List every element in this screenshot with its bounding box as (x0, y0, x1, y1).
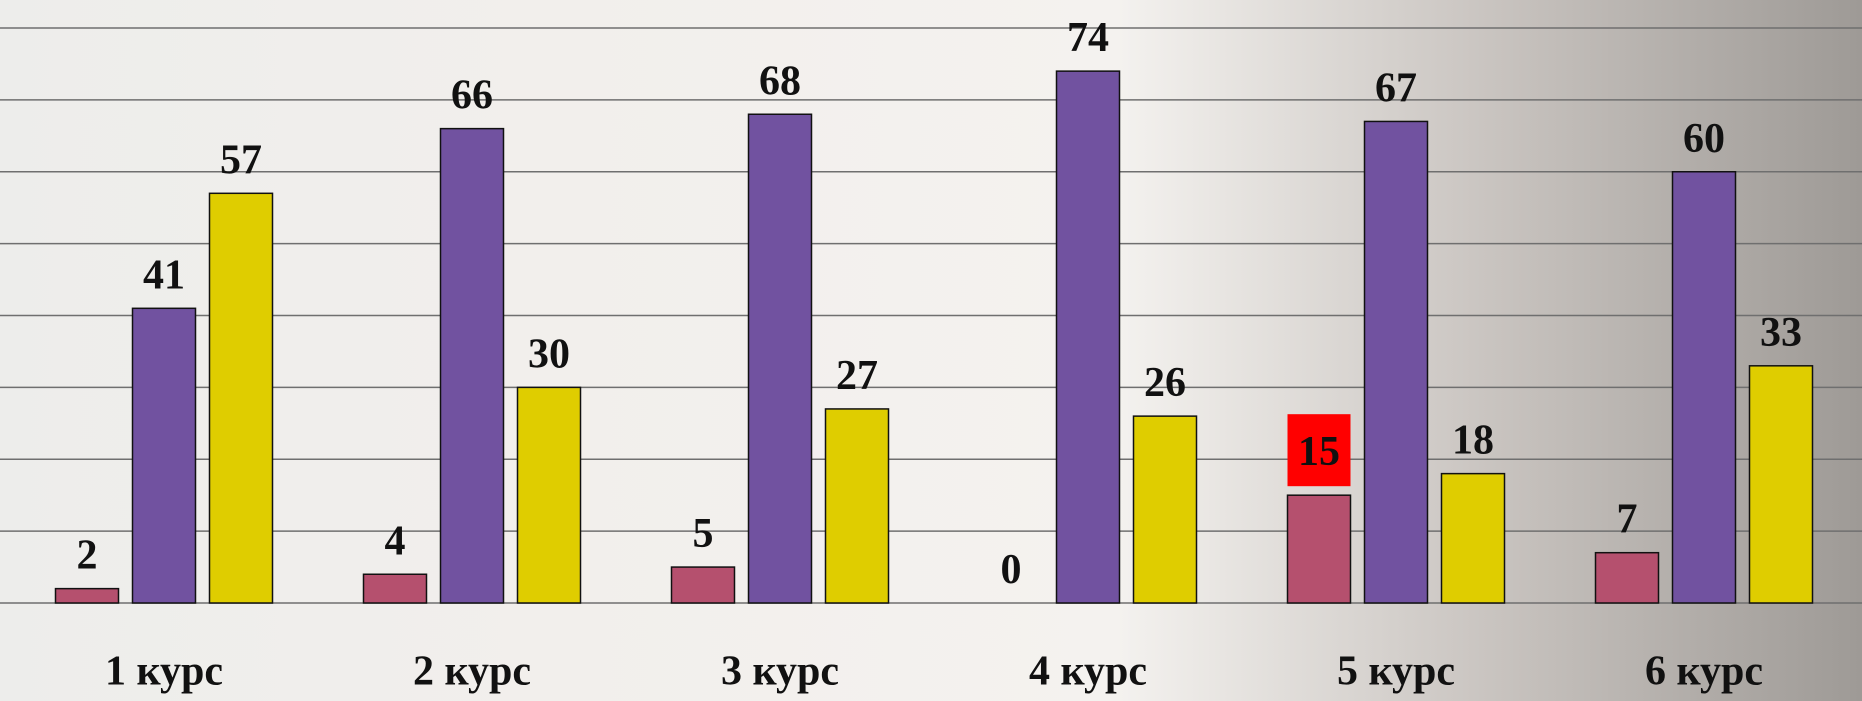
value-label: 33 (1760, 310, 1802, 356)
bar (1057, 71, 1120, 603)
value-label: 74 (1067, 15, 1109, 61)
bar (518, 387, 581, 603)
value-label: 15 (1298, 429, 1340, 475)
bar (364, 574, 427, 603)
bar (1134, 416, 1197, 603)
value-label: 27 (836, 353, 878, 399)
value-label: 60 (1683, 116, 1725, 162)
x-tick-label: 2 курс (413, 649, 531, 695)
bar (441, 129, 504, 603)
value-label: 7 (1617, 497, 1638, 543)
bar (1750, 366, 1813, 603)
bar (826, 409, 889, 603)
value-label: 26 (1144, 360, 1186, 406)
background (0, 0, 1862, 701)
bar (1673, 172, 1736, 603)
value-label: 68 (759, 58, 801, 104)
value-label: 4 (385, 518, 406, 564)
value-label: 30 (528, 331, 570, 377)
bar (749, 114, 812, 603)
value-label: 18 (1452, 418, 1494, 464)
value-label: 0 (1001, 547, 1022, 593)
x-tick-label: 1 курс (105, 649, 223, 695)
bar (133, 308, 196, 603)
value-label: 67 (1375, 65, 1417, 111)
bar (672, 567, 735, 603)
x-tick-label: 3 курс (721, 649, 839, 695)
bar (1442, 474, 1505, 603)
bar (56, 589, 119, 603)
value-label: 2 (77, 533, 98, 579)
chart: 1 курс 2 41 57 2 курс 4 66 30 3 курс 5 68 27 4 курс 0… (0, 0, 1862, 701)
bar (1596, 553, 1659, 603)
x-tick-label: 4 курс (1029, 649, 1147, 695)
bar (1365, 121, 1428, 603)
value-label: 66 (451, 73, 493, 119)
bar (1288, 495, 1351, 603)
value-label: 41 (143, 252, 185, 298)
bar (210, 193, 273, 603)
value-label: 57 (220, 137, 262, 183)
x-tick-label: 5 курс (1337, 649, 1455, 695)
x-tick-label: 6 курс (1645, 649, 1763, 695)
value-label: 5 (693, 511, 714, 557)
